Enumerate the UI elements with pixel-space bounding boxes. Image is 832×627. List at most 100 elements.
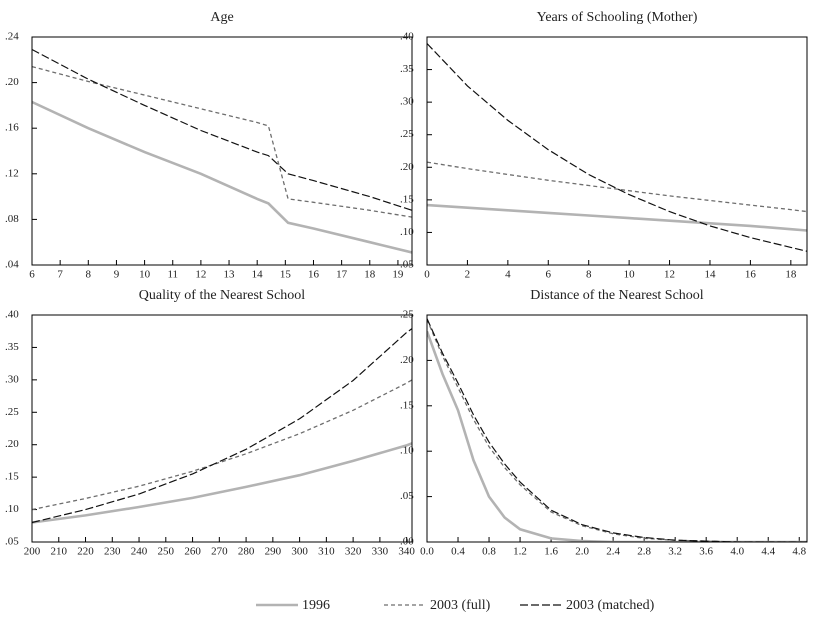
series-line <box>427 43 807 252</box>
chart-title: Distance of the Nearest School <box>530 288 703 303</box>
x-tick-label: 12 <box>664 269 675 281</box>
y-tick-label: .24 <box>5 31 19 43</box>
y-tick-label: .25 <box>400 309 414 321</box>
x-tick-label: 3.6 <box>699 546 713 558</box>
y-tick-label: .05 <box>400 490 414 502</box>
x-tick-label: 15 <box>280 269 292 281</box>
x-tick-label: 16 <box>308 269 320 281</box>
series-line <box>32 48 412 211</box>
x-tick-label: 10 <box>139 269 151 281</box>
legend-label: 2003 (matched) <box>566 598 655 613</box>
y-tick-label: .35 <box>5 341 19 353</box>
y-tick-label: .16 <box>5 122 19 134</box>
y-tick-label: .10 <box>400 445 414 457</box>
y-tick-label: .05 <box>400 259 414 271</box>
y-tick-label: .35 <box>400 63 414 75</box>
y-tick-label: .20 <box>400 354 414 366</box>
x-tick-label: 9 <box>114 269 120 281</box>
x-tick-label: 8 <box>86 269 92 281</box>
plot-frame <box>31 36 413 266</box>
plot-frame <box>31 314 413 543</box>
legend-label: 1996 <box>302 598 330 613</box>
x-tick-label: 200 <box>24 546 41 558</box>
x-tick-label: 18 <box>364 269 376 281</box>
x-tick-label: 3.2 <box>668 546 682 558</box>
x-tick-label: 4.0 <box>730 546 744 558</box>
x-tick-label: 0 <box>424 269 430 281</box>
x-tick-label: 1.2 <box>513 546 527 558</box>
y-tick-label: .25 <box>400 128 414 140</box>
y-tick-label: .10 <box>400 226 414 238</box>
y-tick-label: .30 <box>400 96 414 108</box>
x-tick-label: 210 <box>51 546 68 558</box>
x-tick-label: 300 <box>291 546 308 558</box>
x-tick-label: 10 <box>624 269 636 281</box>
x-tick-label: 13 <box>224 269 236 281</box>
y-tick-label: .08 <box>5 213 19 225</box>
x-tick-label: 260 <box>184 546 201 558</box>
x-tick-label: 0.4 <box>451 546 465 558</box>
x-tick-label: 280 <box>238 546 255 558</box>
x-tick-label: 19 <box>392 269 404 281</box>
series-line <box>32 442 412 524</box>
legend-label: 2003 (full) <box>430 598 491 613</box>
x-tick-label: 0.8 <box>482 546 496 558</box>
y-tick-label: .00 <box>400 536 414 548</box>
x-tick-label: 4.4 <box>761 546 775 558</box>
y-tick-label: .20 <box>5 76 19 88</box>
y-tick-label: .05 <box>5 536 19 548</box>
y-tick-label: .15 <box>5 471 19 483</box>
x-tick-label: 6 <box>29 269 35 281</box>
chart-title: Years of Schooling (Mother) <box>537 10 698 25</box>
y-tick-label: .25 <box>5 406 19 418</box>
y-tick-label: .15 <box>400 399 414 411</box>
y-tick-label: .10 <box>5 503 19 515</box>
x-tick-label: 310 <box>318 546 335 558</box>
x-tick-label: 2.8 <box>637 546 651 558</box>
y-tick-label: .30 <box>5 373 19 385</box>
x-tick-label: 16 <box>745 269 757 281</box>
plot-frame <box>426 314 808 543</box>
x-tick-label: 230 <box>104 546 121 558</box>
x-tick-label: 250 <box>158 546 175 558</box>
chart-title: Age <box>210 10 233 25</box>
series-line <box>427 318 807 542</box>
series-line <box>32 100 412 254</box>
x-tick-label: 270 <box>211 546 228 558</box>
x-tick-label: 290 <box>265 546 282 558</box>
x-tick-label: 320 <box>345 546 362 558</box>
x-tick-label: 12 <box>195 269 206 281</box>
x-tick-label: 240 <box>131 546 148 558</box>
series-line <box>32 65 412 218</box>
x-tick-label: 220 <box>77 546 94 558</box>
series-line <box>427 161 807 213</box>
x-tick-label: 2 <box>465 269 471 281</box>
x-tick-label: 17 <box>336 269 348 281</box>
x-tick-label: 330 <box>372 546 389 558</box>
x-tick-label: 14 <box>252 269 264 281</box>
x-tick-label: 1.6 <box>544 546 558 558</box>
x-tick-label: 8 <box>586 269 592 281</box>
x-tick-label: 18 <box>785 269 797 281</box>
series-line <box>32 379 412 511</box>
x-tick-label: 340 <box>398 546 415 558</box>
series-line <box>427 319 807 542</box>
y-tick-label: .20 <box>5 438 19 450</box>
series-line <box>427 330 807 542</box>
x-tick-label: 0.0 <box>420 546 434 558</box>
chart-title: Quality of the Nearest School <box>139 288 306 303</box>
x-tick-label: 14 <box>704 269 716 281</box>
x-tick-label: 7 <box>57 269 63 281</box>
y-tick-label: .20 <box>400 161 414 173</box>
x-tick-label: 11 <box>167 269 178 281</box>
y-tick-label: .40 <box>5 309 19 321</box>
y-tick-label: .04 <box>5 259 19 271</box>
plot-frame <box>426 36 808 266</box>
x-tick-label: 2.0 <box>575 546 589 558</box>
y-tick-label: .15 <box>400 193 414 205</box>
y-tick-label: .40 <box>400 31 414 43</box>
x-tick-label: 6 <box>546 269 552 281</box>
x-tick-label: 4 <box>505 269 511 281</box>
